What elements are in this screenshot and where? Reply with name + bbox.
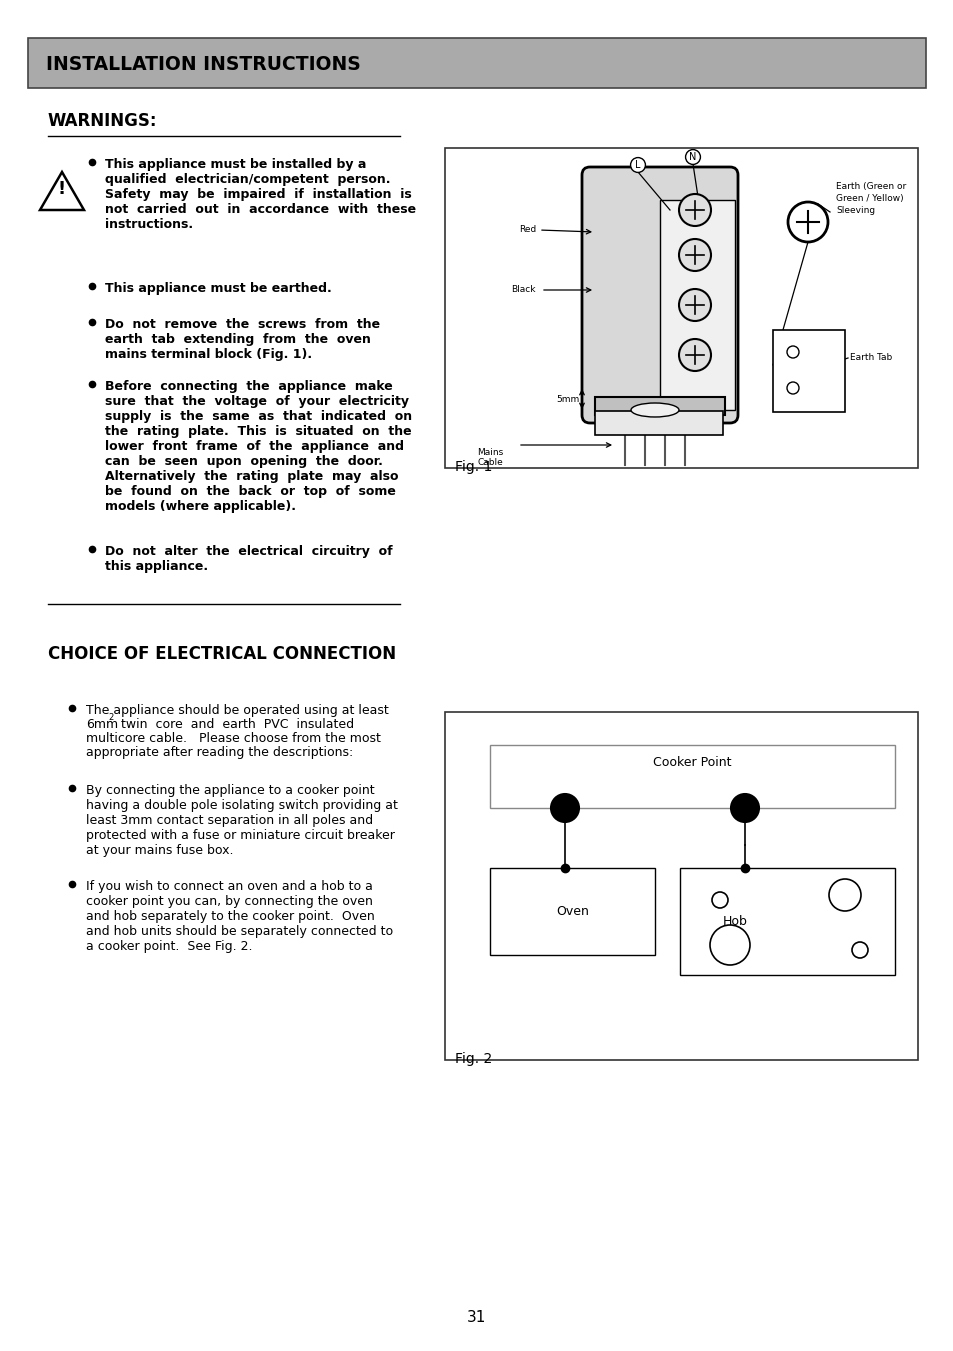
Text: This appliance must be earthed.: This appliance must be earthed. xyxy=(105,282,332,295)
Text: Earth (Green or: Earth (Green or xyxy=(835,182,905,190)
Ellipse shape xyxy=(630,403,679,417)
Text: Oven: Oven xyxy=(556,905,588,917)
Text: 6mm: 6mm xyxy=(86,717,118,731)
Text: appropriate after reading the descriptions:: appropriate after reading the descriptio… xyxy=(86,746,353,759)
Text: Fig. 2: Fig. 2 xyxy=(455,1052,492,1066)
Text: L: L xyxy=(635,159,640,170)
Text: 31: 31 xyxy=(467,1310,486,1325)
Text: Do  not  remove  the  screws  from  the
earth  tab  extending  from  the  oven
m: Do not remove the screws from the earth … xyxy=(105,317,379,361)
FancyBboxPatch shape xyxy=(581,168,738,423)
Circle shape xyxy=(711,892,727,908)
Text: WARNINGS:: WARNINGS: xyxy=(48,112,157,130)
Circle shape xyxy=(679,339,710,372)
Circle shape xyxy=(551,794,578,821)
Circle shape xyxy=(786,346,799,358)
Text: 5mm: 5mm xyxy=(556,394,578,404)
Bar xyxy=(659,200,734,409)
Bar xyxy=(490,744,894,808)
Text: !: ! xyxy=(58,180,66,199)
Bar xyxy=(490,867,655,955)
Bar xyxy=(679,867,894,975)
Text: By connecting the appliance to a cooker point
having a double pole isolating swi: By connecting the appliance to a cooker … xyxy=(86,784,397,857)
Text: Hob: Hob xyxy=(721,915,746,928)
Circle shape xyxy=(730,794,759,821)
Text: Before  connecting  the  appliance  make
sure  that  the  voltage  of  your  ele: Before connecting the appliance make sur… xyxy=(105,380,412,513)
Circle shape xyxy=(679,239,710,272)
Bar xyxy=(28,38,925,88)
Text: Red: Red xyxy=(518,226,536,235)
Text: Green / Yellow): Green / Yellow) xyxy=(835,195,902,203)
Text: multicore cable.   Please choose from the most: multicore cable. Please choose from the … xyxy=(86,732,380,744)
Circle shape xyxy=(787,203,827,242)
Text: The appliance should be operated using at least: The appliance should be operated using a… xyxy=(86,704,388,717)
Text: This appliance must be installed by a
qualified  electrician/competent  person.
: This appliance must be installed by a qu… xyxy=(105,158,416,231)
Bar xyxy=(772,330,844,412)
Text: Sleeving: Sleeving xyxy=(835,205,874,215)
Circle shape xyxy=(709,925,749,965)
Text: twin  core  and  earth  PVC  insulated: twin core and earth PVC insulated xyxy=(112,717,354,731)
Circle shape xyxy=(679,289,710,322)
Text: Earth Tab: Earth Tab xyxy=(849,354,891,362)
Bar xyxy=(595,411,722,435)
Text: CHOICE OF ELECTRICAL CONNECTION: CHOICE OF ELECTRICAL CONNECTION xyxy=(48,644,395,663)
Bar xyxy=(444,712,917,1061)
Circle shape xyxy=(679,195,710,226)
Text: Do  not  alter  the  electrical  circuitry  of
this appliance.: Do not alter the electrical circuitry of… xyxy=(105,544,393,573)
Bar xyxy=(595,397,724,415)
Text: Fig. 1: Fig. 1 xyxy=(455,459,492,474)
Text: N: N xyxy=(689,153,696,162)
Text: If you wish to connect an oven and a hob to a
cooker point you can, by connectin: If you wish to connect an oven and a hob… xyxy=(86,880,393,952)
Circle shape xyxy=(851,942,867,958)
Text: Black: Black xyxy=(511,285,536,295)
Text: Mains
Cable: Mains Cable xyxy=(476,449,502,467)
Circle shape xyxy=(786,382,799,394)
Circle shape xyxy=(828,880,861,911)
Text: Cooker Point: Cooker Point xyxy=(653,757,731,770)
Text: INSTALLATION INSTRUCTIONS: INSTALLATION INSTRUCTIONS xyxy=(46,54,360,73)
Bar xyxy=(444,149,917,467)
Text: 2: 2 xyxy=(108,713,113,721)
Polygon shape xyxy=(40,172,84,209)
